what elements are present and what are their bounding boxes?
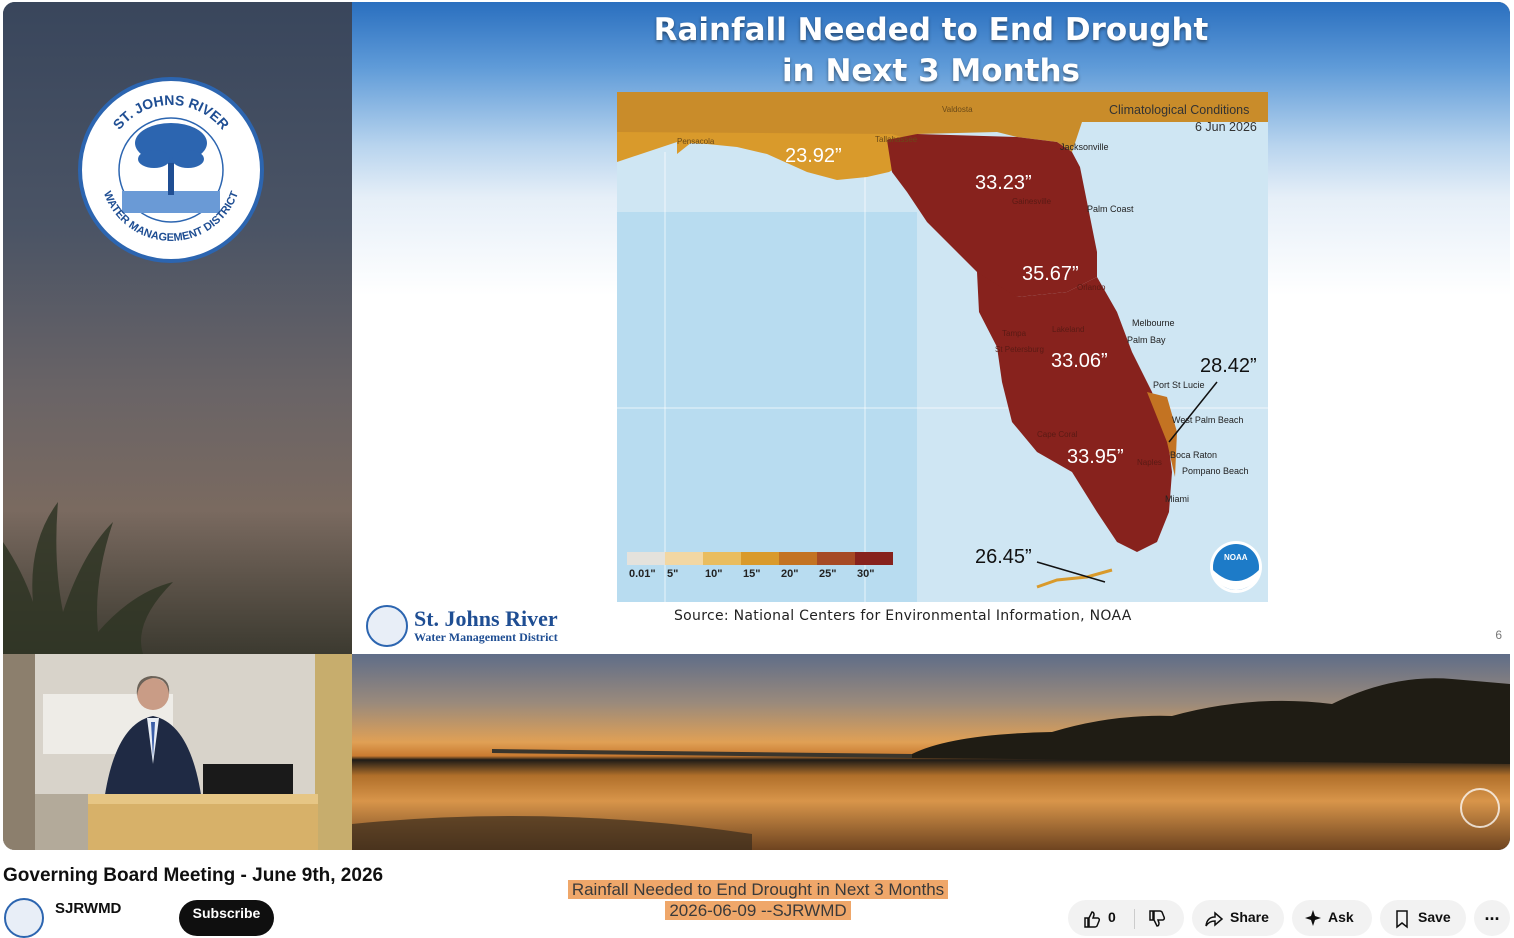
- slide-logo-icon: [366, 605, 408, 647]
- city-palm-coast: Palm Coast: [1087, 204, 1134, 214]
- florida-drought-map: Climatological Conditions 6 Jun 2026 23.…: [617, 92, 1268, 602]
- legend-swatch: [665, 552, 703, 565]
- thumbs-up-icon[interactable]: [1082, 909, 1102, 929]
- grass-silhouette: [3, 502, 173, 654]
- save-label: Save: [1418, 909, 1451, 925]
- city-valdosta: Valdosta: [942, 105, 973, 114]
- keys-value: 26.45”: [975, 546, 1032, 568]
- north-value: 33.23”: [975, 172, 1032, 194]
- legend-label: 25": [819, 568, 836, 580]
- slide-brand-name: St. Johns River: [414, 606, 558, 631]
- sparkle-icon: [1305, 910, 1321, 926]
- city-port-st-lucie: Port St Lucie: [1153, 380, 1205, 390]
- more-actions-button[interactable]: ...: [1474, 900, 1510, 936]
- share-icon: [1205, 911, 1224, 927]
- city-st-petersburg: St Petersburg: [995, 345, 1044, 354]
- legend-swatch: [627, 552, 665, 565]
- city-naples: Naples: [1137, 458, 1162, 467]
- city-cape-coral: Cape Coral: [1037, 430, 1078, 439]
- map-legend: 0.01" 5" 10" 15" 20" 25" 30": [627, 552, 893, 580]
- south-value: 33.95”: [1067, 446, 1124, 468]
- legend-label: 0.01": [629, 568, 656, 580]
- like-dislike-group[interactable]: 0: [1068, 900, 1184, 936]
- thumbs-down-icon[interactable]: [1147, 909, 1167, 929]
- city-tallahassee: Tallahassee: [875, 135, 918, 144]
- slide-brand-subtitle: Water Management District: [414, 630, 558, 644]
- city-boca-raton: Boca Raton: [1170, 450, 1217, 460]
- slide-number: 6: [1495, 628, 1502, 642]
- slide-title: Rainfall Needed to End Drought in Next 3…: [352, 10, 1510, 92]
- legend-label: 5": [667, 568, 678, 580]
- legend-swatch: [855, 552, 893, 565]
- speaker-camera-feed: [3, 654, 352, 850]
- ask-button[interactable]: Ask: [1292, 900, 1372, 936]
- city-tampa: Tampa: [1002, 329, 1027, 338]
- district-logo: ST. JOHNS RIVER WATER MANAGEMENT DISTRIC…: [78, 77, 264, 263]
- save-button[interactable]: Save: [1380, 900, 1466, 936]
- subscribe-button[interactable]: Subscribe: [179, 900, 274, 936]
- panhandle-value: 23.92”: [785, 145, 842, 167]
- city-jacksonville: Jacksonville: [1060, 142, 1109, 152]
- legend-swatch: [741, 552, 779, 565]
- legend-swatch: [817, 552, 855, 565]
- noaa-badge: NOAA: [1224, 553, 1248, 562]
- video-player[interactable]: ST. JOHNS RIVER WATER MANAGEMENT DISTRIC…: [3, 2, 1510, 850]
- east-coast-value: 28.42”: [1200, 355, 1257, 377]
- share-button[interactable]: Share: [1192, 900, 1284, 936]
- left-panel-background: ST. JOHNS RIVER WATER MANAGEMENT DISTRIC…: [3, 2, 352, 654]
- bookmark-icon: [1396, 910, 1408, 929]
- legend-swatch: [703, 552, 741, 565]
- watermark-logo-icon: [1460, 788, 1500, 828]
- sunset-banner: [352, 654, 1510, 850]
- city-palm-bay: Palm Bay: [1127, 335, 1166, 345]
- city-pompano-beach: Pompano Beach: [1182, 466, 1249, 476]
- slide-title-line1: Rainfall Needed to End Drought: [653, 12, 1209, 48]
- city-gainesville: Gainesville: [1012, 197, 1052, 206]
- city-lakeland: Lakeland: [1052, 325, 1084, 334]
- city-miami: Miami: [1165, 494, 1189, 504]
- channel-avatar[interactable]: [4, 898, 44, 938]
- more-icon: ...: [1484, 904, 1500, 924]
- legend-swatch: [779, 552, 817, 565]
- city-melbourne: Melbourne: [1132, 318, 1175, 328]
- channel-name[interactable]: SJRWMD: [55, 900, 122, 917]
- legend-label: 15": [743, 568, 760, 580]
- caption-line2: 2026-06-09 --SJRWMD: [665, 901, 851, 920]
- caption-line1: Rainfall Needed to End Drought in Next 3…: [567, 880, 949, 899]
- slide-brand: St. Johns River Water Management Distric…: [366, 604, 558, 648]
- slide-title-line2: in Next 3 Months: [782, 53, 1080, 89]
- map-date-label: 6 Jun 2026: [1195, 120, 1257, 134]
- presentation-slide: Rainfall Needed to End Drought in Next 3…: [352, 2, 1510, 654]
- share-label: Share: [1230, 909, 1269, 925]
- city-orlando: Orlando: [1077, 283, 1106, 292]
- ask-label: Ask: [1328, 909, 1354, 925]
- video-title: Governing Board Meeting - June 9th, 2026: [3, 865, 384, 886]
- slide-source: Source: National Centers for Environment…: [674, 608, 1132, 624]
- like-count: 0: [1108, 909, 1116, 925]
- legend-label: 10": [705, 568, 722, 580]
- city-pensacola: Pensacola: [677, 137, 715, 146]
- legend-label: 30": [857, 568, 874, 580]
- central-value: 35.67”: [1022, 263, 1079, 285]
- south-central-value: 33.06”: [1051, 350, 1108, 372]
- map-condition-label: Climatological Conditions: [1109, 103, 1249, 117]
- legend-label: 20": [781, 568, 798, 580]
- city-west-palm-beach: West Palm Beach: [1172, 415, 1243, 425]
- video-caption: Rainfall Needed to End Drought in Next 3…: [556, 879, 960, 921]
